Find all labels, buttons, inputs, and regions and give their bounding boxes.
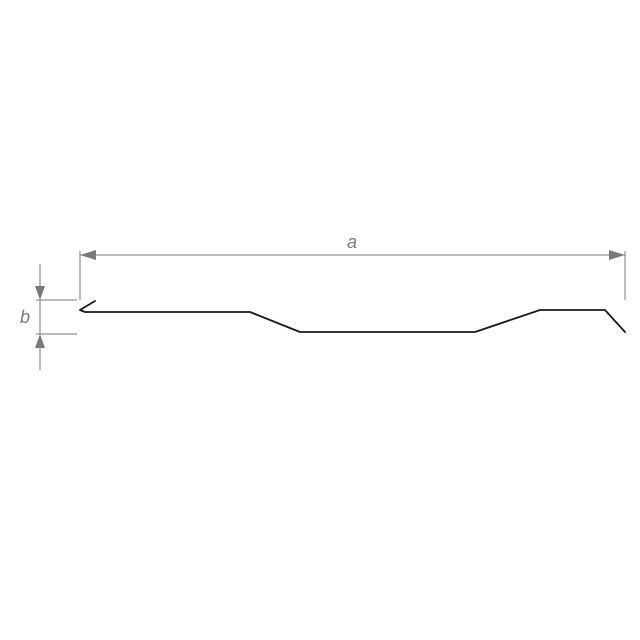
dim-a-label: a [347,232,357,252]
dim-b-label: b [20,307,30,327]
technical-drawing: ab [0,0,640,640]
